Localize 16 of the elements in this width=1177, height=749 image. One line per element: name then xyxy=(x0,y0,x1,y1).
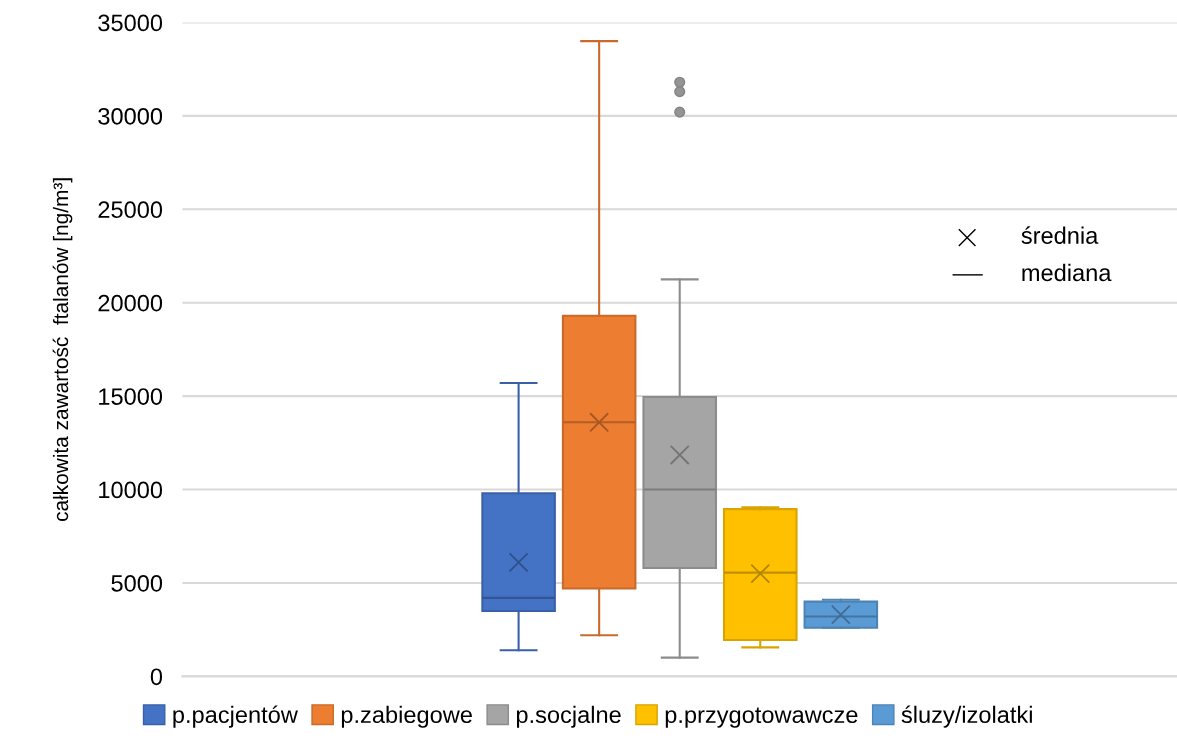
legend-label: p.pacjentów xyxy=(173,705,298,728)
y-axis-title: całkowita zawartość ftalanów [ng/m³] xyxy=(52,178,73,522)
y-tick-label: 15000 xyxy=(99,388,163,405)
y-tick-label: 5000 xyxy=(111,575,163,592)
y-tick-label: 10000 xyxy=(99,481,163,499)
y-tick-label: 35000 xyxy=(98,14,163,32)
legend-label: p.zabiegowe xyxy=(341,705,472,728)
y-tick-label: 30000 xyxy=(98,107,163,125)
legend-label: p.przygotowawcze xyxy=(665,707,858,728)
annotation: mediana xyxy=(1022,263,1112,282)
legend-label: p.socjalne xyxy=(516,705,621,728)
y-tick-label: 0 xyxy=(150,668,163,686)
y-tick-label: 25000 xyxy=(98,201,163,219)
legend-label: śluzy/izolatki xyxy=(901,705,1032,728)
annotation: średnia xyxy=(1021,226,1099,244)
y-tick-label: 20000 xyxy=(98,294,163,312)
